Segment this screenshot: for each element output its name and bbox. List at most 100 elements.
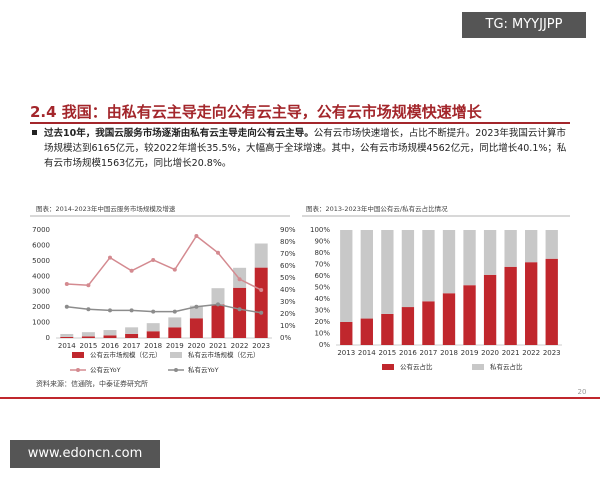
legend-label: 公有云市场规模（亿元） xyxy=(90,350,162,359)
x-tick-label: 2014 xyxy=(358,349,376,357)
legend-label: 私有云市场规模（亿元） xyxy=(188,350,260,359)
point xyxy=(259,310,264,315)
point xyxy=(172,267,177,272)
point xyxy=(64,282,69,286)
x-tick-label: 2018 xyxy=(440,349,458,357)
y-tick-label: 100% xyxy=(310,226,330,234)
bar xyxy=(168,317,182,328)
y-tick-label: 20% xyxy=(314,318,330,326)
bar xyxy=(483,230,497,275)
x-tick-label: 2013 xyxy=(337,349,355,357)
y2-tick-label: 20% xyxy=(280,310,296,318)
legend-swatch xyxy=(174,368,178,372)
point xyxy=(129,268,134,273)
x-tick-label: 2017 xyxy=(123,342,141,350)
bar xyxy=(340,322,353,345)
y2-tick-label: 50% xyxy=(280,274,296,282)
legend-swatch xyxy=(72,352,84,358)
point xyxy=(64,304,69,309)
point xyxy=(108,255,112,260)
body-text: 公有云市场快速增长，占比不断提升。2023年我国云计算市场规模达到6165亿元，… xyxy=(44,128,567,169)
y2-tick-label: 80% xyxy=(280,238,296,246)
point xyxy=(216,302,220,307)
x-tick-label: 2016 xyxy=(101,342,119,350)
x-tick-label: 2020 xyxy=(481,349,499,357)
y-tick-label: 40% xyxy=(314,295,330,303)
watermark: www.edoncn.com xyxy=(10,440,160,468)
legend-swatch xyxy=(472,364,484,370)
y-tick-label: 10% xyxy=(314,330,330,338)
bar xyxy=(504,230,517,267)
line xyxy=(66,303,262,314)
y-tick-label: 30% xyxy=(314,307,330,315)
bar xyxy=(254,243,268,268)
point xyxy=(86,307,91,312)
point xyxy=(237,277,242,282)
bar xyxy=(381,313,394,345)
point xyxy=(151,309,156,314)
y-tick-label: 0 xyxy=(46,334,50,342)
y2-tick-label: 30% xyxy=(280,298,296,306)
bar xyxy=(463,285,476,345)
y-tick-label: 0% xyxy=(319,341,330,349)
watermark: TG: MYYJJPP xyxy=(462,12,586,38)
x-tick-label: 2020 xyxy=(187,342,205,350)
x-tick-label: 2014 xyxy=(58,342,76,350)
point xyxy=(151,258,156,262)
legend-label: 公有云YoY xyxy=(90,365,121,374)
legend-label: 私有云YoY xyxy=(188,365,219,374)
x-tick-label: 2017 xyxy=(420,349,438,357)
bar xyxy=(381,230,394,314)
legend-label: 公有云占比 xyxy=(400,362,433,371)
point xyxy=(237,307,242,312)
bar xyxy=(442,230,456,294)
bar xyxy=(463,230,476,286)
legend-swatch xyxy=(76,368,80,372)
x-tick-label: 2022 xyxy=(522,349,540,357)
bar xyxy=(360,230,373,319)
x-tick-label: 2019 xyxy=(461,349,479,357)
slide-title: 2.4 我国：由私有云主导走向公有云主导，公有云市场规模快速增长 xyxy=(30,103,482,121)
y2-tick-label: 0% xyxy=(280,334,291,342)
bar xyxy=(483,274,497,345)
y-tick-label: 7000 xyxy=(32,226,50,234)
bar xyxy=(60,333,74,337)
y2-tick-label: 10% xyxy=(280,322,296,330)
y2-tick-label: 90% xyxy=(280,226,296,234)
bar xyxy=(60,336,74,338)
x-tick-label: 2021 xyxy=(209,342,227,350)
point xyxy=(129,308,134,313)
legend-label: 私有云占比 xyxy=(490,362,523,371)
bar xyxy=(81,336,95,338)
y-tick-label: 60% xyxy=(314,272,330,280)
y-tick-label: 70% xyxy=(314,261,330,269)
y-tick-label: 90% xyxy=(314,238,330,246)
bar xyxy=(146,331,160,338)
chart-title: 图表：2013-2023年中国公有云/私有云占比情况 xyxy=(306,204,448,213)
y2-tick-label: 40% xyxy=(280,286,296,294)
y-tick-label: 3000 xyxy=(32,288,50,296)
y2-tick-label: 70% xyxy=(280,250,296,258)
bar xyxy=(189,318,203,338)
point xyxy=(194,304,199,309)
y-tick-label: 50% xyxy=(314,284,330,292)
line xyxy=(66,234,262,291)
bar xyxy=(401,230,415,308)
bullet xyxy=(32,130,37,135)
bar xyxy=(340,230,353,322)
y-tick-label: 2000 xyxy=(32,303,50,311)
point xyxy=(86,283,91,288)
bar xyxy=(125,333,139,338)
point xyxy=(108,308,112,313)
bar xyxy=(422,301,435,345)
bar xyxy=(211,288,225,305)
source: 资料来源：信通院，中泰证券研究所 xyxy=(36,379,148,388)
x-tick-label: 2021 xyxy=(502,349,520,357)
bar xyxy=(422,230,435,302)
bar xyxy=(525,262,538,345)
legend-swatch xyxy=(170,352,182,358)
bar xyxy=(254,267,268,338)
chart-title: 图表：2014-2023年中国云服务市场规模及增速 xyxy=(36,204,176,213)
point xyxy=(216,250,220,255)
